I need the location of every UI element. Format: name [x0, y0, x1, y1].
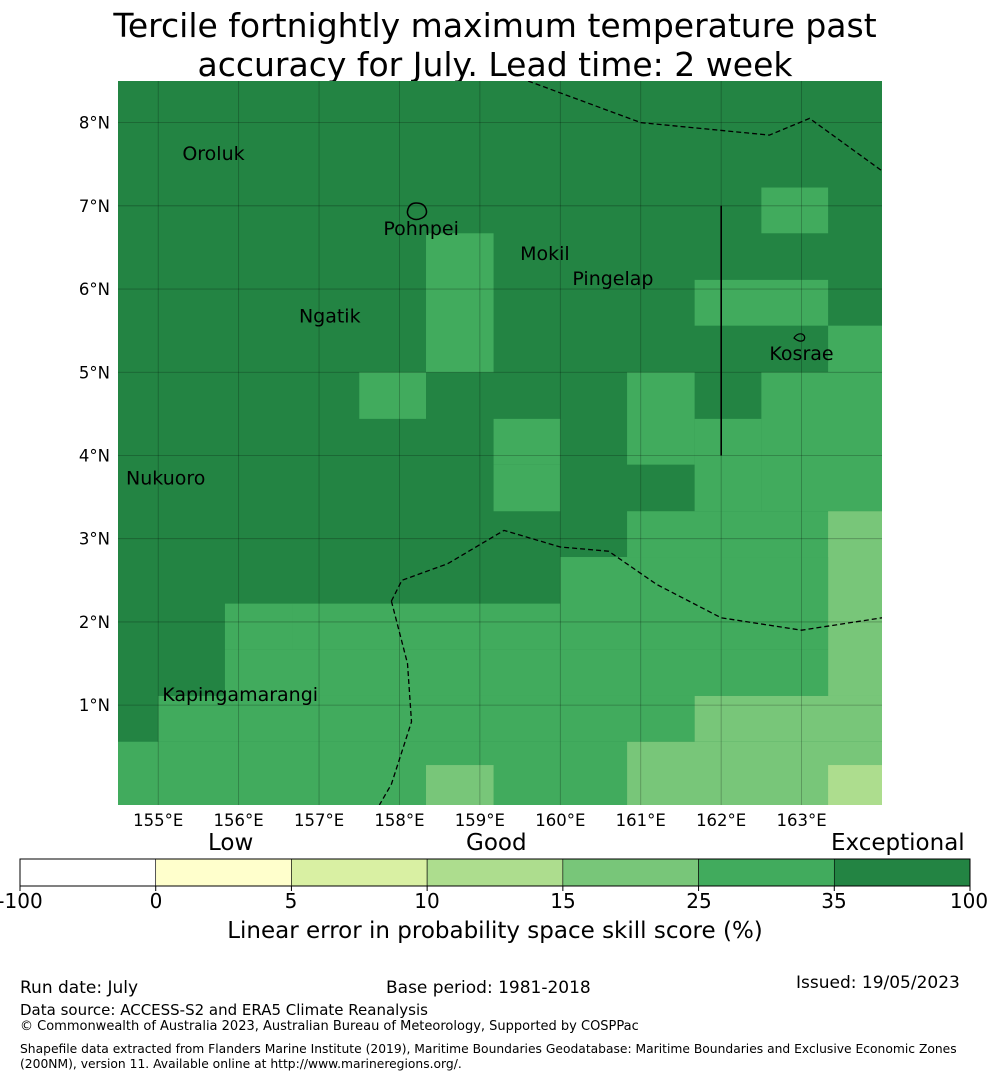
lon-tick-label: 155°E [133, 811, 183, 830]
colorbar-segment [155, 858, 292, 887]
skill-cell-good-mid [828, 511, 882, 696]
colorbar-tick: 100 [949, 889, 989, 913]
colorbar-category-good: Good [466, 830, 527, 856]
skill-cell-good-mid [694, 695, 882, 742]
colorbar-segment [426, 858, 564, 887]
place-label: Kosrae [769, 343, 833, 365]
copyright: © Commonwealth of Australia 2023, Austra… [20, 1019, 639, 1034]
shapefile-credit-line-1: Shapefile data extracted from Flanders M… [20, 1042, 957, 1056]
colorbar-tick: 5 [284, 889, 298, 913]
colorbar [19, 858, 971, 891]
colorbar-tick: 25 [686, 889, 712, 913]
lat-tick-label: 3°N [79, 530, 110, 549]
skill-cell-good-high [761, 372, 882, 512]
issued-date: Issued: 19/05/2023 [796, 973, 960, 993]
skill-cell-good-high [493, 464, 561, 512]
kosrae-island-shape [793, 333, 806, 342]
skill-cell-good-high [627, 372, 695, 465]
lat-tick-label: 1°N [79, 696, 110, 715]
colorbar-tick: -100 [0, 889, 43, 913]
skill-cell-good-mid [426, 765, 494, 805]
lat-tick-label: 6°N [79, 280, 110, 299]
skill-cell-good-high [761, 187, 829, 234]
skill-cell-good-high [224, 649, 829, 696]
lon-tick-label: 159°E [455, 811, 505, 830]
title-line-2: accuracy for July. Lead time: 2 week [197, 45, 793, 84]
colorbar-segment [562, 858, 699, 887]
colorbar-category-exceptional: Exceptional [831, 830, 965, 856]
pohnpei-island-shape [406, 202, 428, 221]
colorbar-tick: 35 [821, 889, 847, 913]
place-label: Nukuoro [126, 468, 205, 490]
colorbar-segment [833, 858, 971, 887]
lat-tick-label: 4°N [79, 446, 110, 465]
lon-tick-label: 162°E [696, 811, 746, 830]
place-label: Ngatik [299, 305, 361, 327]
skill-cell-good-high [694, 418, 762, 512]
skill-cell-good-low [828, 765, 882, 805]
skill-cell-good-high [118, 741, 628, 805]
title-line-1: Tercile fortnightly maximum temperature … [113, 6, 877, 45]
lon-tick-label: 156°E [214, 811, 264, 830]
lat-tick-label: 5°N [79, 363, 110, 382]
base-period: Base period: 1981-2018 [386, 978, 591, 998]
skill-cell-good-high [224, 603, 293, 650]
place-label: Oroluk [182, 143, 244, 165]
shapefile-credit: Shapefile data extracted from Flanders M… [20, 1042, 980, 1072]
eez-boundary-line [378, 600, 413, 805]
skill-cell-good-high [158, 695, 695, 742]
place-label: Pohnpei [383, 218, 459, 240]
shapefile-credit-line-2: (200NM), version 11. Available online at… [20, 1057, 462, 1071]
colorbar-tick: 10 [414, 889, 440, 913]
skill-cell-good-high [493, 418, 561, 465]
lon-tick-label: 163°E [776, 811, 826, 830]
skill-cell-good-high [359, 372, 427, 419]
place-label: Mokil [520, 243, 570, 265]
lon-tick-label: 161°E [616, 811, 666, 830]
lat-tick-label: 7°N [79, 197, 110, 216]
place-label: Kapingamarangi [162, 684, 318, 706]
colorbar-segment [19, 858, 157, 887]
lon-tick-label: 158°E [374, 811, 424, 830]
colorbar-category-low: Low [208, 830, 254, 856]
eez-boundary-line [527, 81, 882, 172]
lat-tick-label: 2°N [79, 613, 110, 632]
place-label: Pingelap [572, 268, 653, 290]
skill-cell-good-high [426, 233, 494, 373]
lon-tick-label: 160°E [535, 811, 585, 830]
run-date: Run date: July [20, 978, 139, 998]
skill-cell-good-high [694, 279, 829, 326]
colorbar-segment [291, 858, 428, 887]
colorbar-label: Linear error in probability space skill … [227, 918, 763, 944]
eez-boundary-line [390, 529, 882, 631]
colorbar-tick: 15 [550, 889, 576, 913]
colorbar-tick: 0 [149, 889, 163, 913]
lat-tick-label: 8°N [79, 114, 110, 133]
skill-cell-good-high [828, 325, 882, 373]
map-title: Tercile fortnightly maximum temperature … [0, 6, 990, 84]
lon-tick-label: 157°E [294, 811, 344, 830]
skill-cell-good-high [292, 603, 561, 650]
data-source: Data source: ACCESS-S2 and ERA5 Climate … [20, 1001, 428, 1019]
colorbar-segment [698, 858, 835, 887]
colorbar-frame [19, 858, 971, 887]
